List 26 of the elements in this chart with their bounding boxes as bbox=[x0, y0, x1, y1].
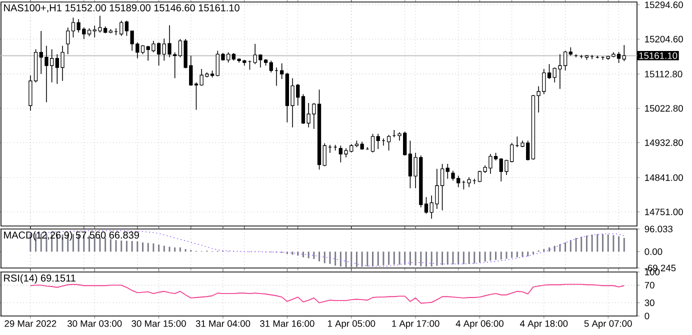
chart-title: RSI(14) 69.1511 bbox=[4, 274, 76, 284]
y-tick-label: 0 bbox=[644, 312, 650, 320]
y-tick-label: 15112.80 bbox=[645, 70, 682, 78]
y-tick-label: 14751.00 bbox=[645, 208, 683, 216]
y-tick-label: 15294.60 bbox=[645, 2, 683, 8]
y-tick-label: 30 bbox=[644, 300, 654, 306]
x-tick-label: 1 Apr 17:00 bbox=[392, 320, 440, 329]
x-tick-label: 30 Mar 03:00 bbox=[67, 320, 122, 327]
x-tick-label: 1 Apr 05:00 bbox=[328, 320, 376, 329]
y-tick-label: 14932.80 bbox=[645, 139, 683, 146]
x-tick-label: 31 Mar 16:00 bbox=[260, 320, 314, 327]
x-tick-label: 5 Apr 07:00 bbox=[584, 320, 632, 329]
x-tick-label: 31 Mar 04:00 bbox=[196, 320, 250, 327]
x-tick-label: 30 Mar 15:00 bbox=[132, 320, 186, 327]
y-tick-label: 15022.80 bbox=[645, 105, 683, 112]
y-tick-label: 70 bbox=[644, 282, 654, 288]
y-tick-label: 96.033 bbox=[644, 226, 672, 232]
chart-title: NAS100+,H1 15152.00 15189.00 15146.60 15161.10 bbox=[4, 4, 240, 13]
y-tick-label: 14841.00 bbox=[645, 174, 683, 181]
chart-title: MACD(12,26,9) 57.560 66.839 bbox=[4, 231, 139, 241]
ref-line-label: 15161.10 bbox=[639, 52, 678, 59]
y-tick-label: 15204.60 bbox=[645, 36, 683, 42]
x-tick-label: 29 Mar 2022 bbox=[4, 320, 56, 327]
x-tick-label: 4 Apr 18:00 bbox=[520, 320, 568, 329]
y-tick-label: 0.00 bbox=[644, 248, 662, 255]
x-tick-label: 4 Apr 06:00 bbox=[456, 320, 504, 329]
